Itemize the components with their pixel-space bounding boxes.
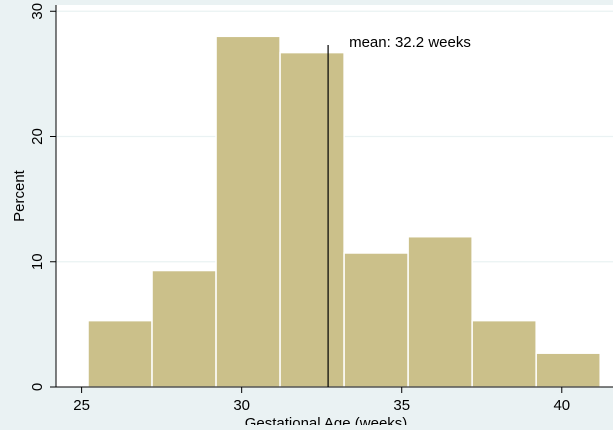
reference-line-group: mean: 32.2 weeks bbox=[327, 34, 471, 387]
x-tick-label: 25 bbox=[73, 397, 90, 414]
histogram-bar bbox=[343, 252, 409, 388]
histogram-bar bbox=[471, 319, 537, 388]
mean-annotation: mean: 32.2 weeks bbox=[349, 34, 471, 51]
histogram-bar bbox=[215, 35, 281, 388]
y-tick-label: 20 bbox=[29, 128, 46, 145]
histogram-bar bbox=[407, 235, 473, 388]
x-tick-label: 40 bbox=[553, 397, 570, 414]
x-tick-label: 30 bbox=[233, 397, 250, 414]
histogram-bar bbox=[535, 352, 601, 388]
y-tick-label: 0 bbox=[29, 383, 46, 391]
y-axis-title: Percent bbox=[11, 169, 28, 222]
histogram-bar bbox=[87, 319, 153, 388]
y-tick-label: 10 bbox=[29, 253, 46, 270]
histogram-bar bbox=[279, 51, 345, 388]
x-tick-label: 35 bbox=[393, 397, 410, 414]
y-tick-label: 30 bbox=[29, 3, 46, 20]
x-axis-title: Gestational Age (weeks) bbox=[245, 415, 408, 425]
bars bbox=[87, 35, 601, 388]
histogram-bar bbox=[151, 269, 217, 388]
axes: 0 10 20 30 25 30 35 40 bbox=[29, 3, 613, 414]
